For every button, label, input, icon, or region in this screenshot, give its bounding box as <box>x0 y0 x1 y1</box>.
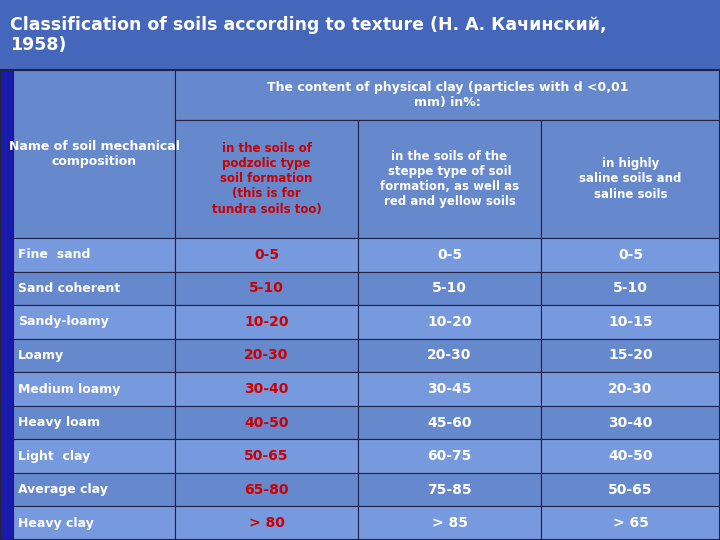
Text: Classification of soils according to texture (Н. А. Качинский,
1958): Classification of soils according to tex… <box>10 16 606 55</box>
Bar <box>541 406 720 440</box>
Bar <box>175 372 358 406</box>
Text: 45-60: 45-60 <box>427 416 472 429</box>
Bar <box>13 406 175 440</box>
Text: 5-10: 5-10 <box>432 281 467 295</box>
Text: 0-5: 0-5 <box>618 248 643 262</box>
Bar <box>175 339 358 372</box>
Bar <box>0 70 720 540</box>
Bar <box>0 70 13 540</box>
Bar <box>13 507 175 540</box>
Text: 30-45: 30-45 <box>427 382 472 396</box>
Text: > 65: > 65 <box>613 516 649 530</box>
Bar <box>541 440 720 473</box>
Text: 40-50: 40-50 <box>244 416 289 429</box>
Bar <box>541 507 720 540</box>
Bar <box>175 473 358 507</box>
Bar <box>358 372 541 406</box>
Bar <box>541 372 720 406</box>
Text: 50-65: 50-65 <box>244 449 289 463</box>
Bar <box>13 440 175 473</box>
Bar <box>13 272 175 305</box>
Text: 30-40: 30-40 <box>244 382 289 396</box>
Text: Sandy-loamy: Sandy-loamy <box>18 315 109 328</box>
Text: Heavy loam: Heavy loam <box>18 416 100 429</box>
Bar <box>541 473 720 507</box>
Text: 10-20: 10-20 <box>244 315 289 329</box>
Text: 60-75: 60-75 <box>427 449 472 463</box>
Text: 0-5: 0-5 <box>437 248 462 262</box>
Bar <box>13 339 175 372</box>
Bar <box>175 305 358 339</box>
Text: 10-20: 10-20 <box>427 315 472 329</box>
Text: > 80: > 80 <box>248 516 284 530</box>
Text: in the soils of
podzolic type
soil formation
(this is for
tundra soils too): in the soils of podzolic type soil forma… <box>212 143 321 215</box>
Text: 50-65: 50-65 <box>608 483 653 497</box>
Text: The content of physical clay (particles with d <0,01
mm) in%:: The content of physical clay (particles … <box>266 81 629 109</box>
Bar <box>541 272 720 305</box>
Text: Name of soil mechanical
composition: Name of soil mechanical composition <box>9 140 179 168</box>
Bar <box>175 70 720 120</box>
Bar <box>13 70 175 238</box>
Text: Medium loamy: Medium loamy <box>18 382 120 395</box>
Bar <box>358 305 541 339</box>
Bar <box>358 272 541 305</box>
Bar <box>541 120 720 238</box>
Bar <box>358 473 541 507</box>
Bar <box>541 238 720 272</box>
Bar <box>358 238 541 272</box>
Bar <box>541 339 720 372</box>
Bar <box>175 120 358 238</box>
Text: Light  clay: Light clay <box>18 450 90 463</box>
Text: 75-85: 75-85 <box>427 483 472 497</box>
Text: 10-15: 10-15 <box>608 315 653 329</box>
Text: 20-30: 20-30 <box>427 348 472 362</box>
Text: Loamy: Loamy <box>18 349 64 362</box>
Bar <box>358 406 541 440</box>
Text: 20-30: 20-30 <box>608 382 653 396</box>
Text: Average clay: Average clay <box>18 483 108 496</box>
Text: Heavy clay: Heavy clay <box>18 517 94 530</box>
Text: 5-10: 5-10 <box>613 281 648 295</box>
Text: 5-10: 5-10 <box>249 281 284 295</box>
Text: Fine  sand: Fine sand <box>18 248 91 261</box>
Text: 20-30: 20-30 <box>244 348 289 362</box>
Bar <box>358 507 541 540</box>
Bar <box>175 507 358 540</box>
Text: 0-5: 0-5 <box>254 248 279 262</box>
Bar <box>358 440 541 473</box>
Bar <box>175 440 358 473</box>
Text: Sand coherent: Sand coherent <box>18 282 120 295</box>
Bar <box>175 272 358 305</box>
Bar <box>175 238 358 272</box>
Bar <box>13 372 175 406</box>
Text: 65-80: 65-80 <box>244 483 289 497</box>
Bar <box>13 238 175 272</box>
Bar <box>13 473 175 507</box>
Bar <box>358 339 541 372</box>
Bar <box>175 406 358 440</box>
Bar <box>0 0 720 70</box>
Text: 30-40: 30-40 <box>608 416 653 429</box>
Bar <box>13 305 175 339</box>
Bar <box>358 120 541 238</box>
Bar <box>541 305 720 339</box>
Text: > 85: > 85 <box>431 516 467 530</box>
Text: in highly
saline soils and
saline soils: in highly saline soils and saline soils <box>580 158 682 200</box>
Text: in the soils of the
steppe type of soil
formation, as well as
red and yellow soi: in the soils of the steppe type of soil … <box>380 150 519 208</box>
Text: 40-50: 40-50 <box>608 449 653 463</box>
Text: 15-20: 15-20 <box>608 348 653 362</box>
